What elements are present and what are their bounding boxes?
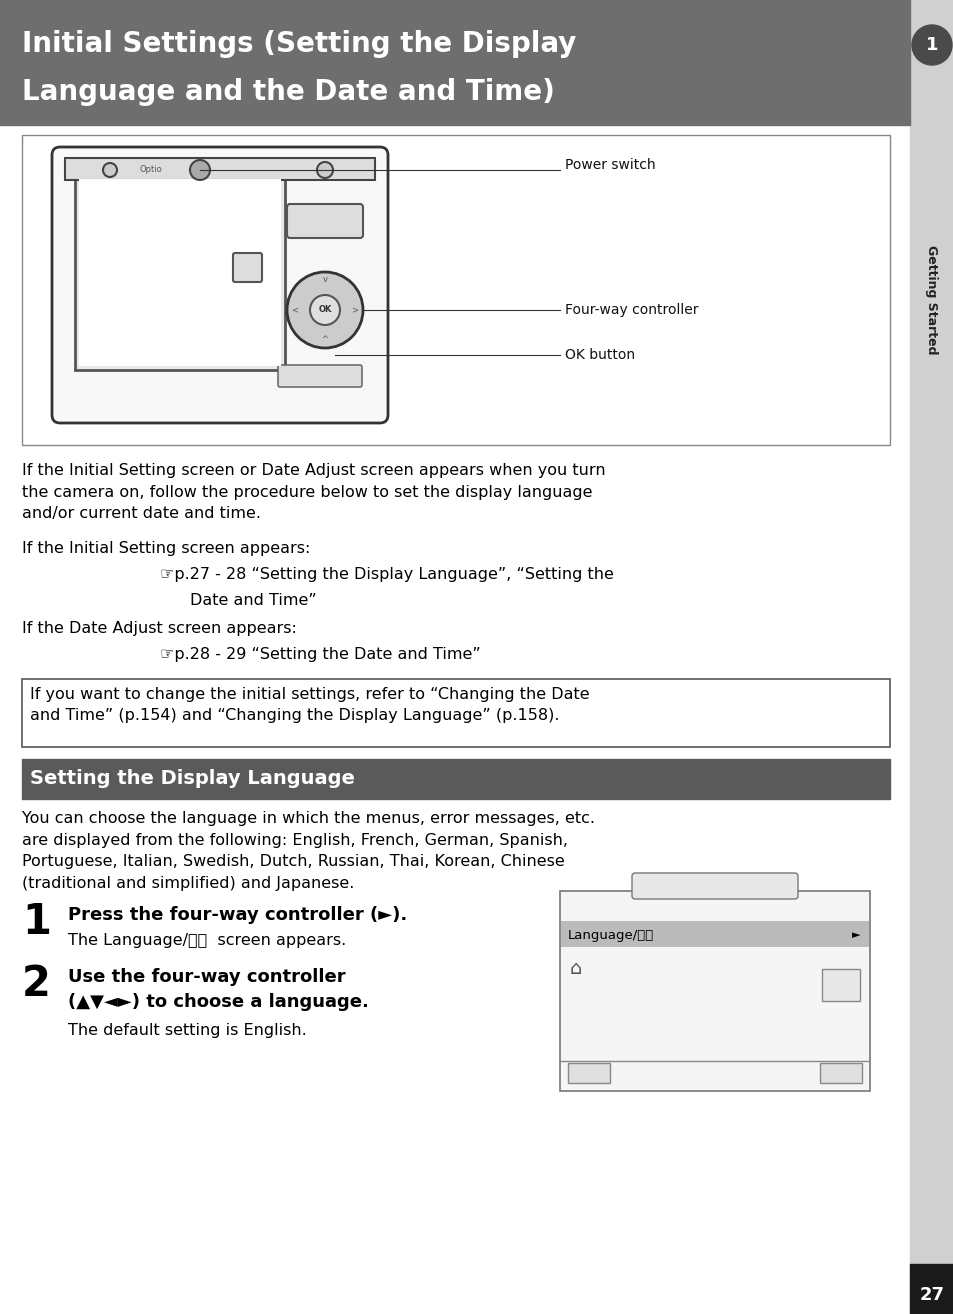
Text: 1: 1 (924, 35, 937, 54)
Text: Language and the Date and Time): Language and the Date and Time) (22, 78, 555, 106)
Text: Press the four-way controller (►).: Press the four-way controller (►). (68, 905, 407, 924)
Text: Date and Time”: Date and Time” (190, 593, 316, 608)
Text: Language/言語: Language/言語 (567, 929, 654, 942)
Text: You can choose the language in which the menus, error messages, etc.
are display: You can choose the language in which the… (22, 811, 595, 891)
Bar (821, 968, 859, 1001)
Bar (909, 1264, 953, 1314)
FancyBboxPatch shape (277, 365, 361, 388)
Text: Optio: Optio (140, 166, 163, 175)
Circle shape (316, 162, 333, 177)
Text: The default setting is English.: The default setting is English. (68, 1024, 307, 1038)
Text: If the Date Adjust screen appears:: If the Date Adjust screen appears: (22, 622, 296, 636)
Text: Power switch: Power switch (564, 158, 655, 172)
Circle shape (103, 163, 117, 177)
Text: Setting the Display Language: Setting the Display Language (30, 769, 355, 787)
Bar (22, 679, 889, 746)
Text: Use the four-way controller: Use the four-way controller (68, 968, 345, 986)
Text: 2: 2 (22, 963, 51, 1005)
Text: ^: ^ (321, 335, 328, 344)
Text: If the Initial Setting screen appears:: If the Initial Setting screen appears: (22, 541, 310, 556)
Text: 1: 1 (22, 901, 51, 943)
Text: >: > (351, 305, 358, 314)
Text: If the Initial Setting screen or Date Adjust screen appears when you turn
the ca: If the Initial Setting screen or Date Ad… (22, 463, 605, 522)
Text: <: < (292, 305, 298, 314)
Circle shape (911, 25, 951, 64)
Circle shape (310, 296, 339, 325)
Text: If you want to change the initial settings, refer to “Changing the Date
and Time: If you want to change the initial settin… (30, 687, 589, 723)
Text: ►: ► (851, 930, 859, 940)
Bar (0, 0, 909, 125)
Text: ☞p.28 - 29 “Setting the Date and Time”: ☞p.28 - 29 “Setting the Date and Time” (160, 646, 480, 662)
Text: v: v (322, 276, 327, 285)
Circle shape (287, 272, 363, 348)
Bar (22, 135, 889, 445)
Text: ☞p.27 - 28 “Setting the Display Language”, “Setting the: ☞p.27 - 28 “Setting the Display Language… (160, 568, 613, 582)
Text: Initial Settings (Setting the Display: Initial Settings (Setting the Display (22, 30, 576, 58)
FancyBboxPatch shape (631, 872, 797, 899)
Bar (560, 921, 868, 947)
FancyBboxPatch shape (233, 254, 262, 283)
FancyBboxPatch shape (52, 147, 388, 423)
Bar (909, 0, 953, 1314)
Bar (79, 179, 281, 367)
Bar (820, 1063, 862, 1083)
Text: ⌂: ⌂ (569, 959, 581, 979)
Text: Four-way controller: Four-way controller (564, 304, 698, 317)
Text: OK: OK (318, 305, 332, 314)
Bar (559, 891, 869, 1091)
Bar (567, 1063, 609, 1083)
Bar (75, 175, 285, 371)
Text: 27: 27 (919, 1286, 943, 1303)
Text: Getting Started: Getting Started (924, 246, 938, 355)
Text: OK button: OK button (564, 348, 635, 361)
FancyBboxPatch shape (287, 204, 363, 238)
Text: The Language/言語  screen appears.: The Language/言語 screen appears. (68, 933, 346, 947)
Circle shape (190, 160, 210, 180)
Bar (65, 158, 375, 180)
Text: (▲▼◄►) to choose a language.: (▲▼◄►) to choose a language. (68, 993, 369, 1010)
Bar (22, 759, 889, 799)
